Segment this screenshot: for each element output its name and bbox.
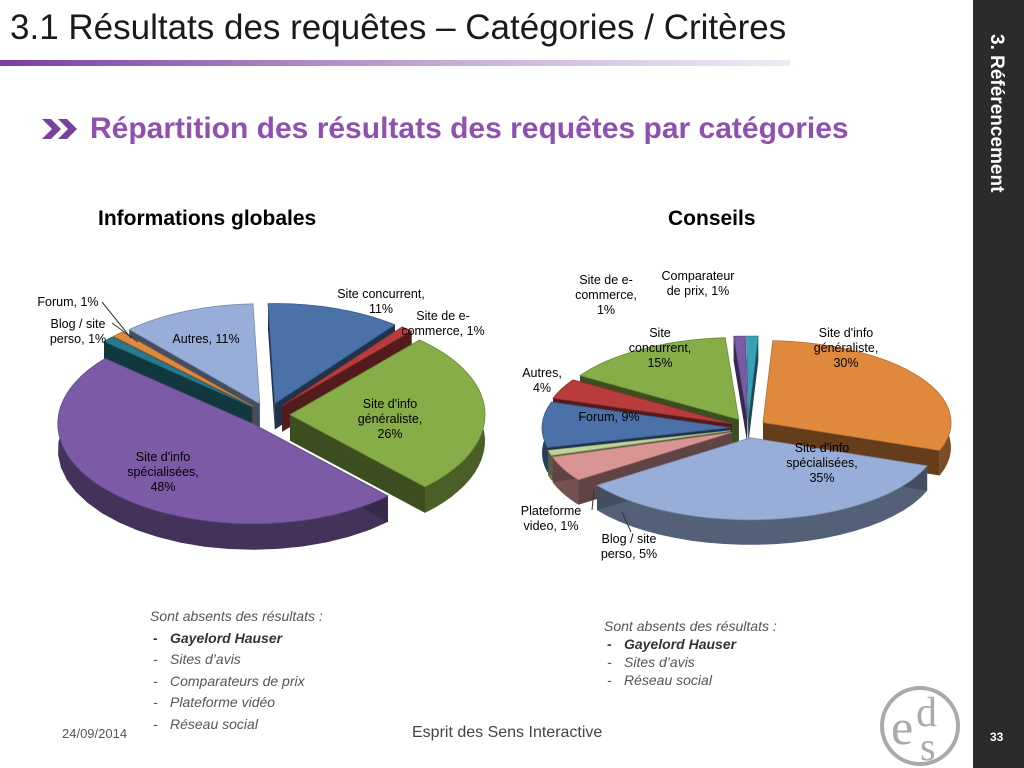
- slice-label: Comparateur de prix, 1%: [662, 269, 735, 298]
- svg-text:d: d: [916, 690, 937, 736]
- note-item: Plateforme vidéo: [150, 692, 323, 714]
- note-item: Réseau social: [150, 714, 323, 736]
- chart-title-global: Informations globales: [98, 207, 317, 230]
- pie-slice: [746, 335, 759, 444]
- pie-chart-conseils: Site d'info généraliste, 30% Site d'info spé…: [521, 269, 952, 561]
- slice-label: Site d'info généraliste, 26%: [358, 397, 423, 441]
- notes-heading: Sont absents des résultats :: [604, 618, 777, 634]
- note-item: Réseau social: [604, 671, 777, 689]
- note-item: Gayelord Hauser: [604, 635, 777, 653]
- svg-text:e: e: [891, 699, 913, 755]
- pie-charts: Site concurrent, 11% Site de e-commerce, 1…: [37, 269, 952, 561]
- pie-slice: [733, 335, 748, 444]
- pie-chart-global: Site concurrent, 11% Site de e-commerce, 1…: [37, 287, 486, 550]
- slice-label: Site concurrent, 11%: [337, 287, 425, 316]
- slice-label: Blog / site perso, 1%: [50, 317, 106, 346]
- slice-label: Site d'info spécialisées, 35%: [786, 441, 858, 485]
- notes-heading: Sont absents des résultats :: [150, 608, 323, 624]
- svg-text:s: s: [920, 724, 936, 768]
- slice-label: Autres, 11%: [172, 332, 239, 346]
- note-item: Comparateurs de prix: [150, 671, 323, 693]
- section-subtitle: Répartition des résultats des requêtes p…: [40, 112, 849, 146]
- slice-label: Forum, 9%: [578, 410, 639, 424]
- notes-right: Sont absents des résultats : Gayelord Ha…: [604, 617, 777, 689]
- slice-label: Site concurrent, 15%: [629, 326, 692, 370]
- note-item: Gayelord Hauser: [150, 628, 323, 650]
- note-item: Sites d’avis: [150, 649, 323, 671]
- slice-label: Autres, 4%: [522, 366, 562, 395]
- pie-slice: [596, 437, 928, 545]
- subtitle-text: Répartition des résultats des requêtes p…: [90, 112, 849, 145]
- note-item: Sites d’avis: [604, 653, 777, 671]
- slice-label: Site de e-commerce, 1%: [575, 273, 637, 317]
- footer-company: Esprit des Sens Interactive: [412, 724, 603, 741]
- slice-label: Blog / site perso, 5%: [601, 532, 657, 561]
- page-number: 33: [990, 730, 1004, 744]
- pie-slice: [57, 358, 389, 550]
- section-label: 3. Référencement: [986, 34, 1007, 193]
- slice-label: Forum, 1%: [37, 295, 98, 309]
- notes-left: Sont absents des résultats : Gayelord Ha…: [150, 606, 323, 735]
- footer-date: 24/09/2014: [62, 726, 128, 741]
- slice-label: Site de e-commerce, 1%: [401, 309, 484, 338]
- pie-slice: [289, 339, 486, 513]
- page-title: 3.1 Résultats des requêtes – Catégories …: [10, 8, 787, 47]
- title-underline: [0, 60, 790, 66]
- slice-label: Site d'info spécialisées, 48%: [127, 450, 199, 494]
- double-chevron-icon: [42, 119, 77, 139]
- slice-label: Site d'info généraliste, 30%: [814, 326, 879, 370]
- company-logo: e d s: [880, 686, 960, 768]
- chart-title-conseils: Conseils: [668, 207, 756, 230]
- slice-label: Plateforme video, 1%: [521, 504, 581, 533]
- sidebar: [973, 0, 1024, 768]
